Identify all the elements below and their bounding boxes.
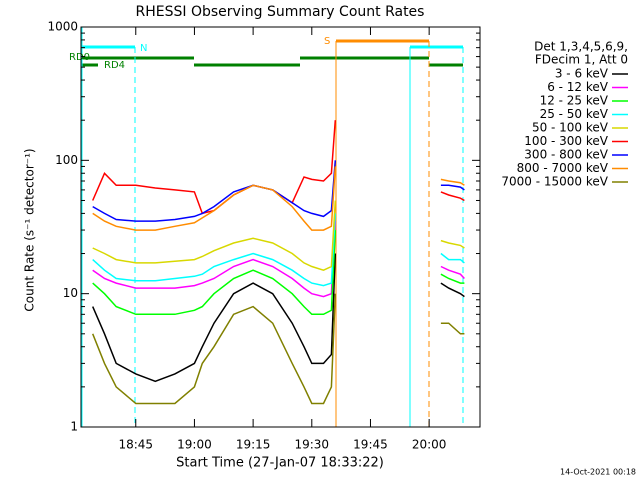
data-line bbox=[92, 166, 465, 231]
legend-label: 800 - 7000 keV bbox=[517, 161, 609, 175]
x-tick-label: 18:45 bbox=[118, 438, 153, 452]
x-axis-label: Start Time (27-Jan-07 18:33:22) bbox=[176, 456, 384, 471]
y-tick-label: 100 bbox=[55, 153, 78, 167]
annotation: N bbox=[140, 43, 147, 54]
x-tick-label: 20:00 bbox=[412, 438, 447, 452]
footer: 14-Oct-2021 00:18 bbox=[560, 468, 636, 477]
x-tick-label: 19:45 bbox=[353, 438, 388, 452]
x-tick-label: 19:00 bbox=[177, 438, 212, 452]
data-line bbox=[92, 253, 465, 383]
legend-label: 3 - 6 keV bbox=[555, 67, 609, 81]
annotation: RD4 bbox=[104, 60, 125, 71]
legend-label: 300 - 800 keV bbox=[524, 148, 608, 162]
data-line bbox=[92, 221, 465, 298]
legend-header: FDecim 1, Att 0 bbox=[535, 53, 628, 67]
data-line bbox=[92, 213, 465, 287]
x-tick-label: 19:30 bbox=[294, 438, 329, 452]
y-axis-label: Count Rate (s⁻¹ detector⁻¹) bbox=[23, 148, 37, 311]
legend-label: 7000 - 15000 keV bbox=[501, 175, 608, 189]
state-bars bbox=[81, 39, 463, 67]
annotation: RD0 bbox=[69, 52, 90, 63]
data-line bbox=[92, 293, 465, 405]
annotation: S bbox=[324, 36, 330, 47]
plot-frame bbox=[80, 26, 481, 428]
legend-label: 100 - 300 keV bbox=[524, 134, 608, 148]
legend-label: 50 - 100 keV bbox=[532, 121, 609, 135]
event-lines bbox=[81, 27, 464, 427]
y-tick-label: 1 bbox=[70, 420, 78, 434]
legend-header: Det 1,3,4,5,6,9, bbox=[534, 40, 628, 54]
legend-label: 12 - 25 keV bbox=[540, 94, 609, 108]
data-line bbox=[92, 200, 465, 272]
data-line bbox=[92, 230, 465, 316]
x-tick-label: 19:15 bbox=[236, 438, 271, 452]
data-line bbox=[92, 160, 465, 222]
legend-label: 25 - 50 keV bbox=[540, 107, 609, 121]
legend-label: 6 - 12 keV bbox=[547, 80, 609, 94]
y-tick-label: 1000 bbox=[47, 20, 78, 34]
y-tick-label: 10 bbox=[63, 286, 78, 300]
chart-title: RHESSI Observing Summary Count Rates bbox=[136, 4, 425, 20]
